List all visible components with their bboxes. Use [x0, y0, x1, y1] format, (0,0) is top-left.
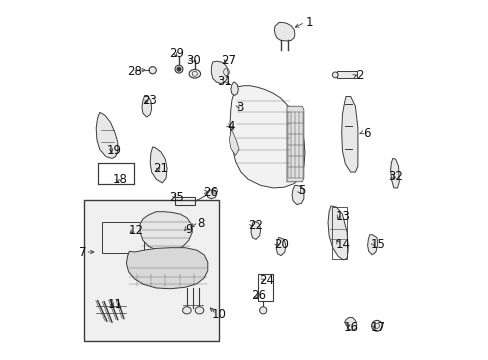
Polygon shape — [276, 238, 285, 256]
Text: 25: 25 — [169, 191, 184, 204]
Polygon shape — [390, 158, 399, 188]
Text: 28: 28 — [127, 65, 142, 78]
Bar — [84, 200, 219, 341]
Text: 22: 22 — [247, 219, 262, 231]
Text: 31: 31 — [217, 75, 232, 87]
Polygon shape — [142, 96, 151, 117]
Text: 32: 32 — [387, 170, 402, 183]
Text: 7: 7 — [80, 246, 87, 258]
Text: 3: 3 — [236, 101, 244, 114]
Ellipse shape — [177, 67, 181, 71]
Text: 13: 13 — [335, 210, 350, 222]
Text: 9: 9 — [184, 223, 192, 236]
Text: 19: 19 — [106, 144, 122, 157]
Ellipse shape — [371, 320, 382, 331]
Text: 16: 16 — [343, 321, 358, 334]
Polygon shape — [211, 61, 228, 84]
Text: 20: 20 — [273, 238, 288, 251]
Text: 21: 21 — [153, 162, 168, 175]
Text: 18: 18 — [113, 173, 127, 186]
Text: 8: 8 — [197, 217, 204, 230]
Bar — [98, 163, 133, 184]
Polygon shape — [344, 318, 356, 330]
Text: 15: 15 — [369, 238, 385, 251]
Text: 14: 14 — [335, 238, 350, 251]
Polygon shape — [140, 212, 192, 251]
Text: 24: 24 — [259, 274, 274, 287]
Polygon shape — [367, 235, 377, 255]
Text: 12: 12 — [129, 224, 143, 237]
Polygon shape — [286, 106, 303, 182]
Bar — [258, 274, 272, 301]
Text: 4: 4 — [226, 120, 234, 133]
Text: 10: 10 — [211, 309, 226, 321]
Ellipse shape — [182, 307, 191, 314]
Bar — [102, 222, 143, 253]
Polygon shape — [206, 190, 216, 199]
Text: 17: 17 — [369, 321, 385, 334]
Text: 26: 26 — [251, 289, 266, 302]
Text: 27: 27 — [221, 54, 235, 67]
Polygon shape — [341, 96, 357, 172]
Text: 5: 5 — [298, 184, 305, 197]
Text: 1: 1 — [305, 16, 312, 29]
Ellipse shape — [195, 307, 203, 314]
Polygon shape — [150, 147, 167, 183]
Polygon shape — [230, 86, 305, 188]
Polygon shape — [230, 82, 238, 95]
Bar — [337, 71, 356, 78]
Text: 30: 30 — [185, 54, 201, 67]
Ellipse shape — [175, 65, 183, 73]
Polygon shape — [229, 126, 239, 156]
Text: 2: 2 — [355, 69, 363, 82]
Polygon shape — [327, 206, 347, 260]
Text: 23: 23 — [142, 94, 156, 107]
Text: 11: 11 — [107, 298, 122, 311]
Polygon shape — [126, 248, 207, 289]
Polygon shape — [291, 185, 303, 204]
Polygon shape — [250, 221, 260, 239]
Ellipse shape — [189, 69, 200, 78]
Bar — [175, 197, 195, 205]
Ellipse shape — [332, 72, 337, 78]
Polygon shape — [96, 112, 118, 158]
Polygon shape — [274, 22, 294, 41]
Bar — [331, 207, 346, 259]
Text: 29: 29 — [169, 47, 184, 60]
Text: 6: 6 — [363, 127, 370, 140]
Ellipse shape — [259, 307, 266, 314]
Text: 26: 26 — [203, 186, 217, 199]
Ellipse shape — [149, 67, 156, 74]
